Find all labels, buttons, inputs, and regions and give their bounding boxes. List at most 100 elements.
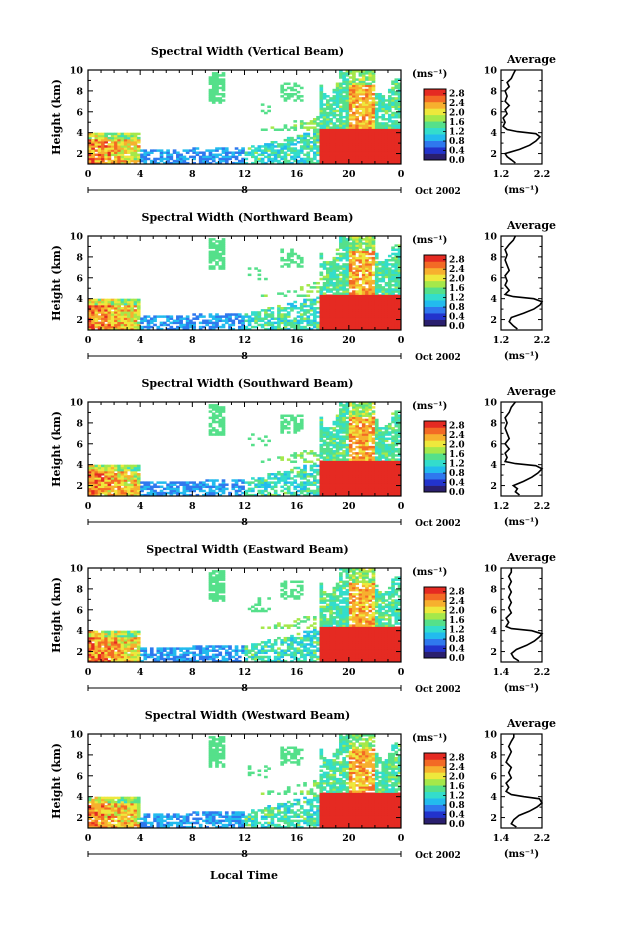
- heatmap-cell: [296, 155, 301, 159]
- heatmap-cell: [384, 145, 389, 148]
- heatmap-cell: [374, 450, 379, 453]
- heatmap-cell: [384, 487, 389, 491]
- heatmap-cell: [218, 240, 223, 243]
- heatmap-cell: [270, 487, 275, 491]
- heatmap-cell: [361, 464, 366, 468]
- heatmap-cell: [94, 149, 99, 152]
- heatmap-cell: [381, 491, 386, 495]
- heatmap-cell: [381, 475, 386, 478]
- heatmap-cell: [322, 456, 327, 459]
- heatmap-cell: [368, 470, 373, 474]
- heatmap-cell: [368, 279, 373, 283]
- heatmap-cell: [345, 468, 350, 472]
- heatmap-cell: [273, 489, 278, 493]
- heatmap-cell: [326, 124, 330, 127]
- heatmap-cell: [342, 80, 346, 83]
- heatmap-cell: [352, 481, 356, 484]
- heatmap-cell: [101, 309, 105, 312]
- heatmap-cell: [195, 317, 200, 320]
- heatmap-cell: [221, 74, 226, 77]
- heatmap-cell: [326, 460, 330, 463]
- heatmap-cell: [378, 130, 382, 134]
- heatmap-cell: [114, 151, 118, 154]
- heatmap-cell: [123, 483, 128, 486]
- heatmap-cell: [378, 122, 382, 125]
- heatmap-cell: [332, 128, 337, 131]
- heatmap-cell: [88, 136, 92, 140]
- heatmap-cell: [322, 115, 327, 119]
- heatmap-cell: [120, 157, 125, 161]
- heatmap-cell: [348, 311, 353, 314]
- heatmap-cell: [358, 254, 363, 258]
- heatmap-cell: [355, 107, 360, 111]
- heatmap-cell: [391, 157, 395, 161]
- heatmap-cell: [335, 132, 340, 136]
- heatmap-cell: [326, 281, 330, 285]
- heatmap-cell: [104, 141, 108, 144]
- heatmap-cell: [306, 460, 311, 463]
- heatmap-cell: [361, 439, 366, 443]
- heatmap-cell: [176, 491, 180, 495]
- heatmap-cell: [286, 481, 291, 484]
- heatmap-cell: [237, 493, 242, 497]
- heatmap-cell: [88, 309, 92, 312]
- heatmap-cell: [378, 460, 382, 463]
- heatmap-cell: [117, 155, 121, 159]
- heatmap-cell: [332, 90, 337, 94]
- heatmap-cell: [352, 246, 356, 249]
- heatmap-cell: [371, 256, 376, 260]
- heatmap-cell: [361, 72, 366, 75]
- heatmap-cell: [101, 151, 105, 154]
- heatmap-cell: [335, 273, 340, 277]
- heatmap-cell: [348, 279, 353, 283]
- heatmap-cell: [257, 319, 262, 323]
- heatmap-cell: [394, 298, 399, 302]
- heatmap-cell: [286, 422, 291, 426]
- heatmap-cell: [348, 143, 353, 146]
- heatmap-cell: [319, 256, 324, 260]
- heatmap-cell: [374, 292, 379, 295]
- heatmap-cell: [127, 304, 131, 308]
- heatmap-cell: [342, 115, 346, 119]
- heatmap-cell: [198, 161, 203, 165]
- heatmap-cell: [273, 128, 278, 131]
- heatmap-cell: [374, 431, 379, 434]
- heatmap-cell: [208, 433, 213, 436]
- heatmap-cell: [280, 90, 285, 94]
- heatmap-cell: [110, 311, 115, 314]
- heatmap-cell: [384, 462, 389, 466]
- heatmap-cell: [91, 141, 95, 144]
- heatmap-cell: [345, 138, 350, 142]
- heatmap-cell: [339, 302, 343, 306]
- heatmap-cell: [312, 311, 317, 314]
- heatmap-cell: [221, 323, 226, 327]
- heatmap-cell: [352, 315, 356, 318]
- heatmap-cell: [371, 238, 376, 241]
- heatmap-cell: [342, 325, 346, 329]
- heatmap-cell: [345, 281, 350, 285]
- heatmap-cell: [312, 325, 317, 329]
- heatmap-cell: [361, 458, 366, 461]
- heatmap-cell: [381, 468, 386, 472]
- heatmap-cell: [355, 315, 360, 318]
- heatmap-cell: [368, 493, 373, 497]
- heatmap-cell: [319, 124, 324, 127]
- heatmap-cell: [342, 145, 346, 148]
- heatmap-cell: [345, 271, 350, 274]
- heatmap-cell: [378, 462, 382, 466]
- heatmap-cell: [329, 437, 333, 440]
- heatmap-cell: [123, 489, 128, 493]
- heatmap-cell: [221, 151, 226, 154]
- heatmap-cell: [361, 277, 366, 281]
- heatmap-cell: [319, 128, 324, 131]
- heatmap-cell: [335, 317, 340, 320]
- heatmap-cell: [205, 323, 210, 327]
- heatmap-cell: [110, 302, 115, 306]
- heatmap-cell: [352, 143, 356, 146]
- heatmap-cell: [387, 286, 392, 289]
- colorbar-segment: [424, 274, 446, 282]
- heatmap-cell: [322, 317, 327, 320]
- heatmap-cell: [381, 286, 386, 289]
- heatmap-cell: [146, 491, 151, 495]
- heatmap-cell: [270, 153, 275, 157]
